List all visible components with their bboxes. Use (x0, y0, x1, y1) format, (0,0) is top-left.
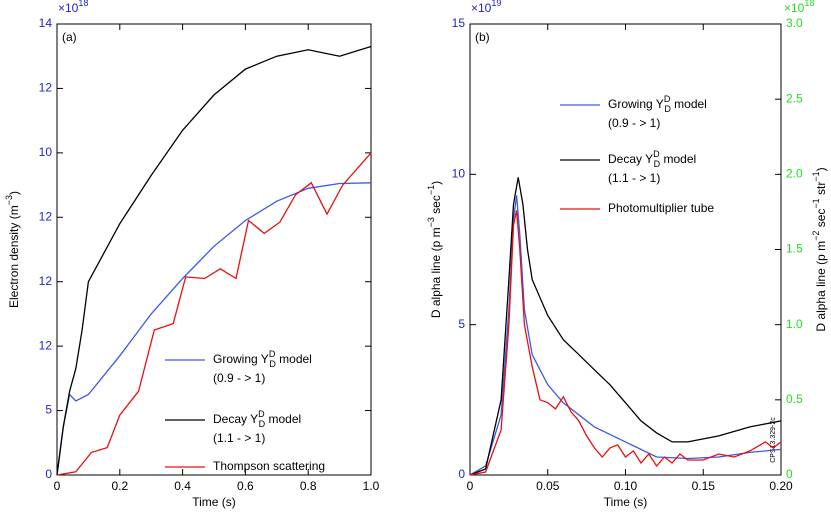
x-tick-label: 0.8 (300, 479, 317, 493)
superscript: −1 (811, 171, 821, 181)
legend-label: Growing YD D model (608, 94, 707, 114)
text-part: ) (7, 191, 21, 195)
panel-label: (a) (62, 30, 77, 44)
x-tick-label: 0.6 (237, 479, 254, 493)
superscript: −2 (811, 231, 821, 241)
y2-tick-label: 2.5 (786, 91, 803, 105)
text-part: ×10 (471, 1, 492, 15)
legend-label: Decay YD D model (608, 149, 696, 169)
subscript: D (654, 159, 661, 169)
data-line (469, 210, 782, 476)
text-part: Decay Y (608, 152, 653, 166)
y-axis-label: D alpha line (p m−3 sec−1) (426, 181, 443, 318)
y-tick-label: 0 (45, 467, 52, 481)
legend-note: (0.9 - > 1) (213, 371, 265, 385)
subscript: D (259, 419, 266, 429)
annotation: CPS13.329-2c (770, 417, 777, 463)
y2-tick-label: 3.0 (786, 16, 803, 30)
x-tick-label: 1.0 (363, 479, 380, 493)
x-axis-label: Time (s) (192, 495, 236, 509)
y-tick-label: 0 (458, 467, 465, 481)
superscript: D (653, 149, 660, 159)
y-tick-label: 12 (39, 209, 53, 223)
superscript: D (664, 94, 671, 104)
y-tick-label: 5 (458, 317, 465, 331)
data-line (469, 177, 782, 476)
text-part: ) (429, 181, 443, 185)
legend-label: Decay YD D model (213, 409, 301, 429)
y2-axis-label: D alpha line (p m−2 sec−1 str−1) (811, 167, 828, 331)
y2-tick-label: 0 (786, 467, 793, 481)
y2-exponent: ×1018 (784, 0, 814, 15)
superscript: D (258, 409, 265, 419)
y-tick-label: 12 (39, 274, 53, 288)
text-part: Electron density (m (7, 205, 21, 308)
text-part: ×10 (58, 1, 79, 15)
data-line (56, 152, 372, 476)
y-tick-label: 5 (45, 403, 52, 417)
y-tick-label: 12 (39, 81, 53, 95)
y2-tick-label: 2.0 (786, 167, 803, 181)
text-part: model (660, 152, 696, 166)
text-part: model (265, 412, 301, 426)
superscript: −3 (4, 195, 14, 205)
x-tick-label: 0.2 (111, 479, 128, 493)
plot-frame (469, 23, 782, 476)
y-tick-label: 10 (452, 167, 466, 181)
x-axis-label: Time (s) (604, 495, 648, 509)
legend-note: (1.1 - > 1) (213, 431, 265, 445)
x-tick-label: 0.05 (536, 479, 560, 493)
text-part: model (276, 352, 312, 366)
subscript: D (664, 104, 671, 114)
text-part: ×10 (784, 1, 805, 15)
data-line (469, 195, 782, 476)
y2-tick-label: 1.5 (786, 242, 803, 256)
legend-label: Growing YD D model (213, 349, 312, 369)
plot-frame (56, 23, 372, 476)
text-part: sec (429, 195, 443, 217)
y-tick-label: 14 (39, 16, 53, 30)
legend-label: Photomultiplier tube (608, 201, 714, 215)
superscript: 18 (78, 0, 88, 8)
data-line (56, 182, 372, 476)
text-part: Thompson scattering (213, 459, 325, 473)
superscript: −1 (811, 198, 821, 208)
panel-label: (b) (475, 30, 490, 44)
x-tick-label: 0.10 (614, 479, 638, 493)
y-exponent: ×1018 (58, 0, 88, 15)
text-part: model (671, 97, 707, 111)
superscript: −1 (426, 185, 436, 195)
text-part: D alpha line (p m (429, 227, 443, 318)
legend-label: Thompson scattering (213, 459, 325, 473)
text-part: Photomultiplier tube (608, 201, 714, 215)
y-tick-label: 10 (39, 145, 53, 159)
y2-tick-label: 1.0 (786, 317, 803, 331)
x-tick-label: 0.4 (174, 479, 191, 493)
superscript: 18 (804, 0, 814, 8)
text-part: ) (814, 167, 828, 171)
x-tick-label: 0.20 (769, 479, 793, 493)
text-part: str (814, 182, 828, 199)
data-line (56, 45, 372, 476)
text-part: sec (814, 209, 828, 231)
subscript: D (269, 359, 276, 369)
y-axis-label: Electron density (m−3) (4, 191, 21, 308)
text-part: Growing Y (608, 97, 664, 111)
legend-note: (0.9 - > 1) (608, 116, 660, 130)
x-tick-label: 0.15 (692, 479, 716, 493)
y2-tick-label: 0.5 (786, 392, 803, 406)
superscript: 19 (491, 0, 501, 8)
x-tick-label: 0 (467, 479, 474, 493)
text-part: Growing Y (213, 352, 269, 366)
y-exponent: ×1019 (471, 0, 501, 15)
text-part: Decay Y (213, 412, 258, 426)
y-tick-label: 15 (452, 16, 466, 30)
y-tick-label: 12 (39, 338, 53, 352)
text-part: D alpha line (p m (814, 241, 828, 332)
legend-note: (1.1 - > 1) (608, 171, 660, 185)
superscript: D (269, 349, 276, 359)
superscript: −3 (426, 217, 436, 227)
x-tick-label: 0 (54, 479, 61, 493)
